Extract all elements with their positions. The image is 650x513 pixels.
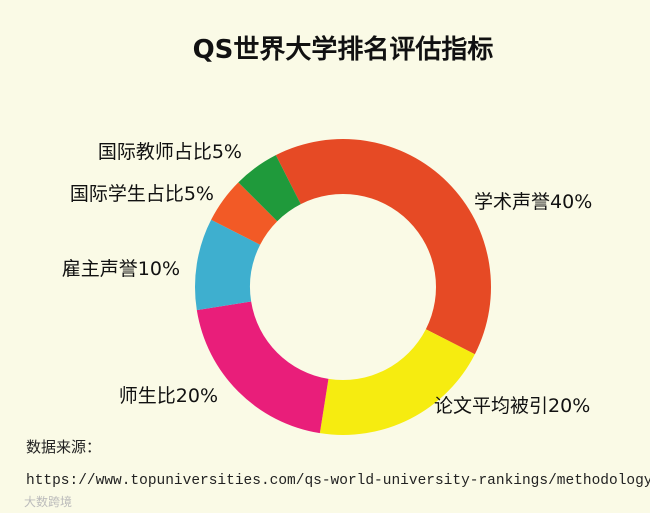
value-label: 10% [138,258,180,280]
donut-segment [275,139,491,355]
category-label: 国际学生占比 [70,183,184,205]
donut-segment [238,155,301,222]
category-label: 雇主声誉 [62,258,138,280]
value-label: 5% [184,183,214,205]
watermark: 大数跨境 [24,494,72,509]
segment-label: 论文平均被引20% [434,395,590,417]
value-label: 20% [176,385,218,407]
segment-label: 师生比20% [119,385,218,407]
donut-segment [196,301,329,434]
source-label: 数据来源： [26,438,101,456]
chart-title: QS世界大学排名评估指标 [193,34,494,65]
value-label: 40% [550,191,592,213]
segment-label: 雇主声誉10% [62,258,180,280]
donut-segment [319,329,475,436]
donut-segment [195,219,261,311]
segment-label: 国际学生占比5% [70,183,214,205]
category-label: 师生比 [119,385,176,407]
segment-label: 学术声誉40% [474,191,592,213]
value-label: 20% [548,395,590,417]
donut-segment [211,182,278,245]
category-label: 论文平均被引 [434,395,548,417]
source-url: https://www.topuniversities.com/qs-world… [26,473,650,489]
value-label: 5% [212,141,242,163]
segment-label: 国际教师占比5% [98,141,242,163]
category-label: 学术声誉 [474,191,550,213]
category-label: 国际教师占比 [98,141,212,163]
